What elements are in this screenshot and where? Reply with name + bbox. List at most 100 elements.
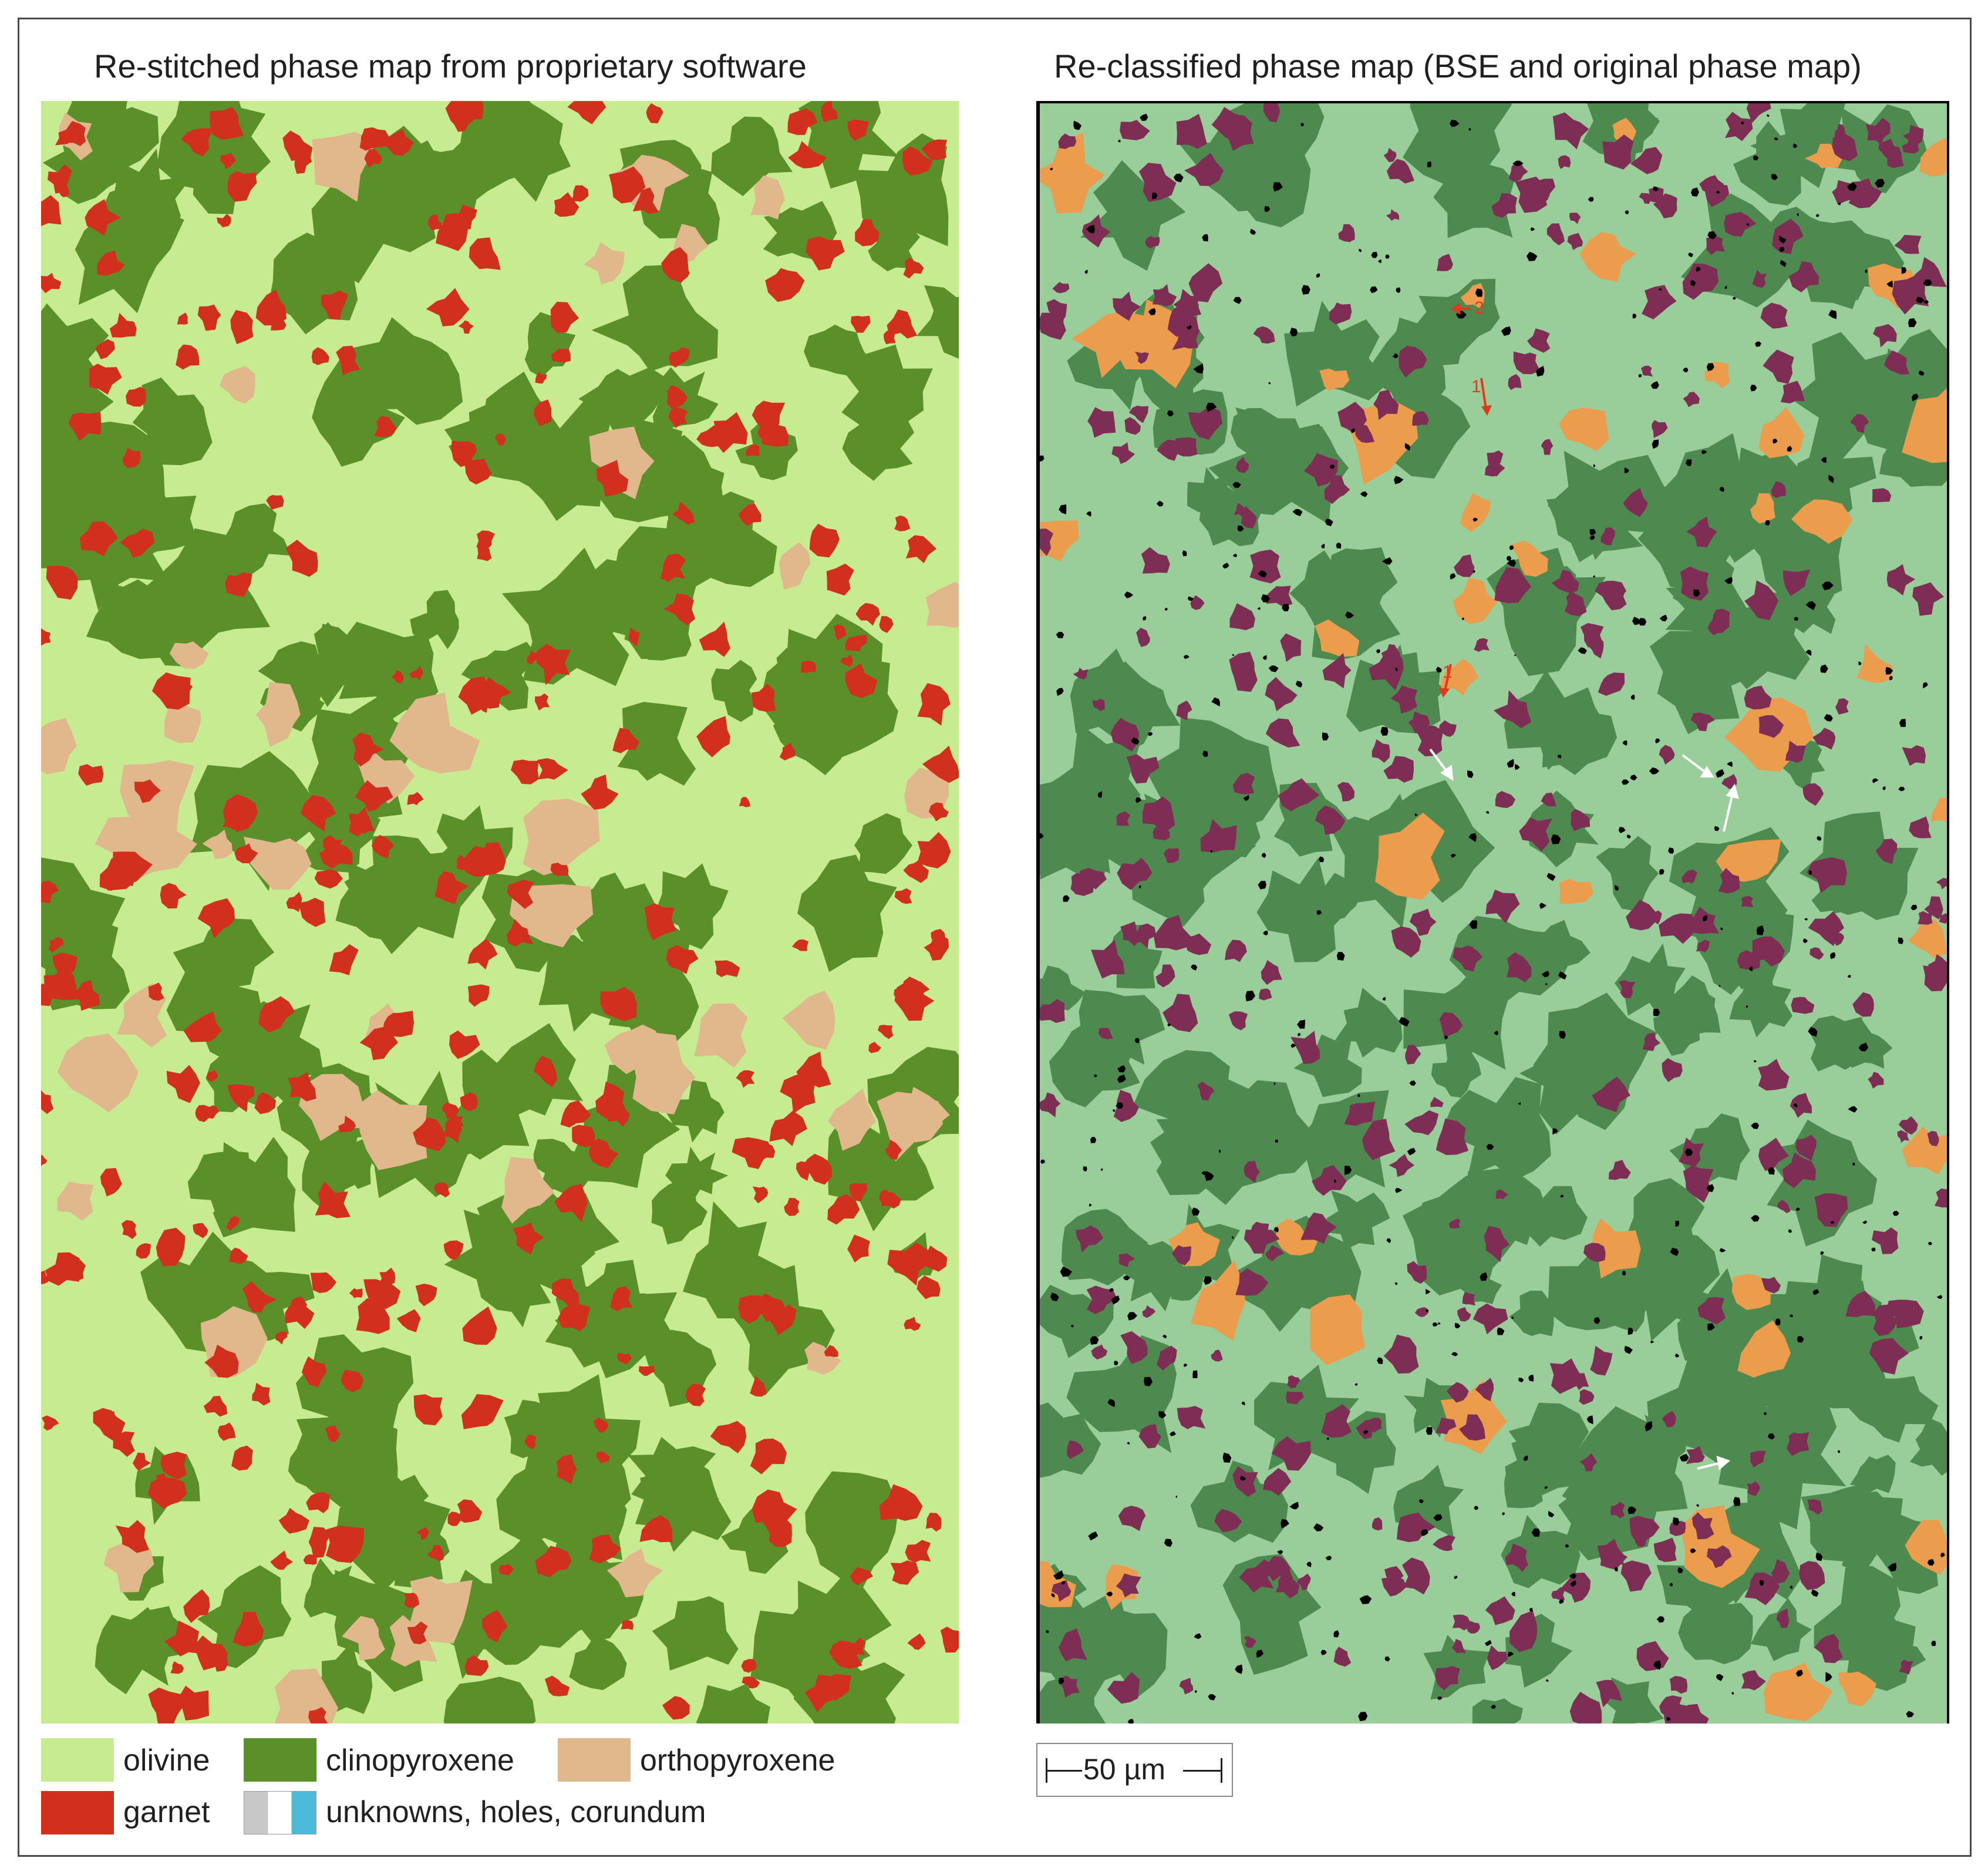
legend-label-unknowns: unknowns, holes, corundum <box>326 1795 706 1829</box>
left-garnet-grain <box>123 447 141 469</box>
right-garnet-grain <box>1040 1092 1061 1117</box>
right-garnet-grain <box>1466 1621 1480 1634</box>
right-orthopyroxene-grain <box>1375 812 1445 900</box>
right-garnet-grain <box>1475 1378 1494 1402</box>
right-orthopyroxene-grain <box>1310 1294 1365 1365</box>
right-garnet-grain <box>1652 420 1668 438</box>
right-garnet-grain <box>1407 1261 1427 1284</box>
right-garnet-grain <box>1505 1543 1528 1572</box>
right-hole-grain <box>1696 267 1701 272</box>
right-clinopyroxene-grain <box>1190 1460 1288 1543</box>
right-hole-grain <box>1753 155 1759 161</box>
right-garnet-grain <box>1473 1303 1508 1335</box>
right-hole-grain <box>1847 182 1857 191</box>
right-clinopyroxene-grain <box>1528 697 1617 775</box>
right-orthopyroxene-grain <box>1902 1126 1947 1175</box>
right-garnet-grain <box>1508 162 1528 182</box>
right-garnet-grain <box>1474 638 1490 652</box>
left-garnet-grain <box>409 666 423 681</box>
right-clinopyroxene-grain <box>1040 787 1081 855</box>
left-clinopyroxene-grain <box>797 854 897 972</box>
left-garnet-grain <box>270 1550 294 1570</box>
right-clinopyroxene-grain <box>1061 1209 1148 1285</box>
right-hole-grain <box>1847 975 1851 978</box>
right-hole-grain <box>1507 559 1516 567</box>
right-garnet-grain <box>1171 1245 1191 1265</box>
left-clinopyroxene-grain <box>223 503 292 577</box>
right-hole-grain <box>1645 1421 1653 1432</box>
legend-swatch-olivine <box>41 1738 114 1782</box>
left-clinopyroxene-grain <box>916 285 959 359</box>
right-hole-grain <box>1569 1573 1576 1579</box>
right-garnet-grain <box>1760 302 1788 329</box>
right-hole-grain <box>1241 1401 1245 1406</box>
left-garnet-grain <box>639 1515 673 1543</box>
right-garnet-grain <box>1619 979 1636 998</box>
left-garnet-grain <box>845 663 878 698</box>
right-hole-grain <box>1143 616 1147 621</box>
right-clinopyroxene-grain <box>1519 1026 1630 1135</box>
right-hole-grain <box>1370 286 1378 293</box>
left-garnet-grain <box>166 1065 200 1103</box>
right-hole-grain <box>1377 1357 1383 1364</box>
left-garnet-grain <box>537 644 571 685</box>
left-garnet-grain <box>672 501 695 525</box>
left-clinopyroxene-grain <box>443 1677 536 1723</box>
right-garnet-grain <box>1337 402 1367 433</box>
right-orthopyroxene-grain <box>1191 1260 1246 1341</box>
right-hole-grain <box>1056 688 1064 696</box>
left-garnet-grain <box>453 110 474 132</box>
right-garnet-grain <box>1412 410 1429 426</box>
scale-bar: 50 µm <box>1036 1743 1233 1797</box>
left-garnet-grain <box>45 1252 80 1286</box>
right-clinopyroxene-grain <box>1849 1455 1896 1493</box>
right-hole-grain <box>1817 836 1822 841</box>
left-garnet-grain <box>696 716 730 758</box>
right-clinopyroxene-grain <box>1801 1484 1903 1573</box>
right-garnet-grain <box>1362 1119 1396 1160</box>
right-garnet-grain <box>1060 1675 1080 1698</box>
right-hole-grain <box>1750 1215 1760 1222</box>
right-hole-grain <box>1334 1179 1336 1183</box>
left-garnet-grain <box>821 101 838 123</box>
left-garnet-grain <box>436 213 468 251</box>
right-clinopyroxene-grain <box>1324 1190 1390 1250</box>
right-garnet-grain <box>1437 254 1453 271</box>
left-garnet-grain <box>868 1042 881 1053</box>
left-clinopyroxene-grain <box>344 835 481 954</box>
right-hole-grain <box>1394 1187 1403 1193</box>
left-garnet-grain <box>195 1635 228 1671</box>
right-hole-grain <box>1541 971 1549 978</box>
left-garnet-grain <box>801 1153 833 1185</box>
right-hole-grain <box>1808 1026 1818 1037</box>
right-garnet-grain <box>1659 745 1675 765</box>
right-hole-grain <box>1148 308 1156 315</box>
right-hole-grain <box>1669 1583 1673 1587</box>
left-orthopyroxene-grain <box>312 132 377 202</box>
left-garnet-grain <box>288 1072 316 1102</box>
left-garnet-grain <box>554 192 579 217</box>
left-garnet-grain <box>403 1593 420 1608</box>
left-clinopyroxene-grain <box>461 641 538 711</box>
right-garnet-grain <box>1795 1135 1817 1161</box>
right-hole-grain <box>1618 827 1626 833</box>
left-garnet-grain <box>617 1352 632 1365</box>
left-garnet-grain <box>69 979 100 1011</box>
right-garnet-grain <box>1746 103 1771 123</box>
right-hole-grain <box>1404 443 1411 451</box>
right-garnet-grain <box>1626 900 1660 931</box>
left-garnet-grain <box>796 1051 831 1088</box>
right-orthopyroxene-grain <box>1758 407 1805 459</box>
left-garnet-grain <box>434 871 469 905</box>
right-garnet-grain <box>1758 715 1784 738</box>
right-hole-grain <box>1106 1591 1113 1597</box>
left-garnet-grain <box>220 153 236 169</box>
right-hole-grain <box>1795 1669 1803 1677</box>
left-garnet-grain <box>628 627 640 647</box>
right-garnet-grain <box>1138 1424 1162 1449</box>
right-hole-grain <box>1418 1499 1424 1504</box>
left-garnet-grain <box>779 742 796 760</box>
left-garnet-grain <box>41 1270 50 1284</box>
right-hole-grain <box>1659 869 1664 875</box>
right-clinopyroxene-grain <box>1516 1186 1588 1247</box>
